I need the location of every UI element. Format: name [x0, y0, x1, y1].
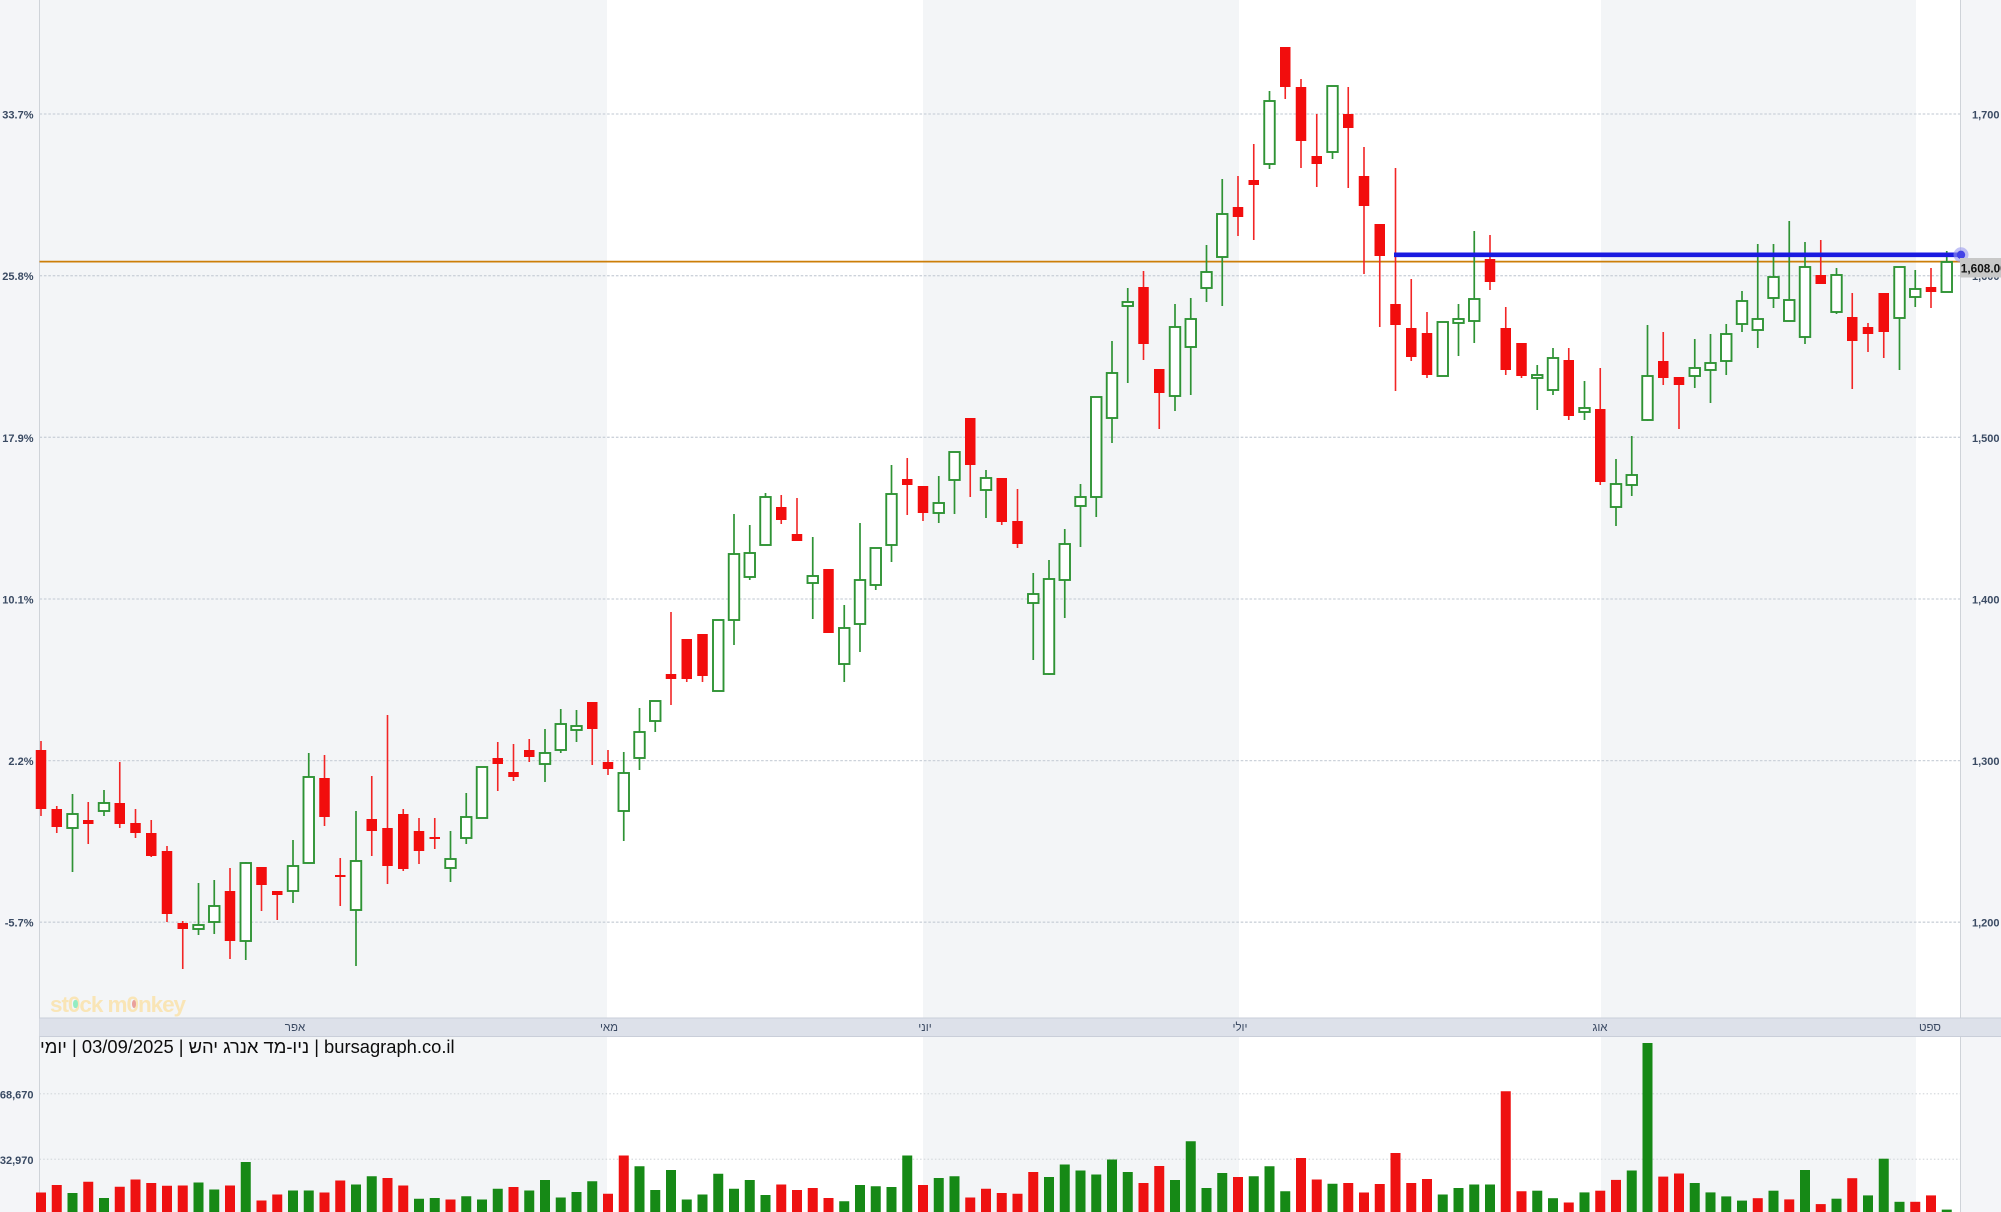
svg-text:1,200: 1,200 — [1972, 918, 2000, 930]
svg-text:אפר: אפר — [285, 1022, 306, 1034]
svg-text:68,670: 68,670 — [0, 1089, 34, 1101]
svg-text:יוני: יוני — [918, 1022, 931, 1034]
svg-text:אוג: אוג — [1592, 1022, 1608, 1034]
svg-text:יולי: יולי — [1232, 1021, 1247, 1034]
svg-text:1,700: 1,700 — [1972, 110, 2000, 122]
svg-text:1,400: 1,400 — [1972, 595, 2000, 607]
svg-text:1,608.00: 1,608.00 — [1961, 261, 2001, 275]
svg-text:1,300: 1,300 — [1972, 756, 2000, 768]
svg-text:25.8%: 25.8% — [2, 271, 33, 283]
svg-text:2.2%: 2.2% — [8, 756, 33, 768]
svg-text:10.1%: 10.1% — [2, 595, 33, 607]
svg-text:33.7%: 33.7% — [2, 110, 33, 122]
svg-text:32,970: 32,970 — [0, 1155, 34, 1167]
svg-text:ספט: ספט — [1919, 1022, 1941, 1034]
svg-text:-5.7%: -5.7% — [5, 918, 34, 930]
svg-text:17.9%: 17.9% — [2, 433, 33, 445]
svg-text:1,500: 1,500 — [1972, 433, 2000, 445]
svg-text:מאי: מאי — [600, 1022, 618, 1034]
